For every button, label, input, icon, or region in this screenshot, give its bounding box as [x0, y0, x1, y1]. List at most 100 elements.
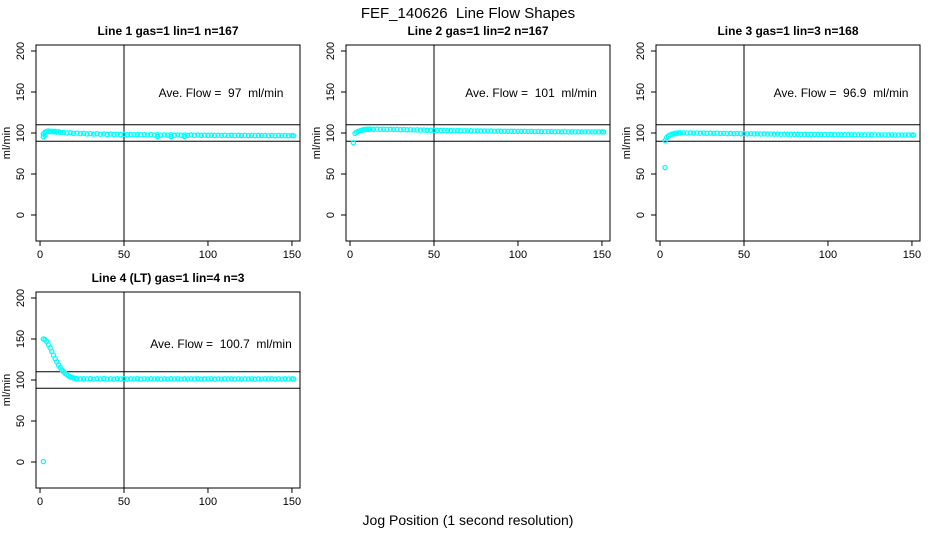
data-point — [67, 129, 74, 136]
data-point — [265, 376, 272, 382]
data-point — [77, 376, 84, 382]
y-tick-label: 100 — [15, 371, 27, 389]
data-point — [905, 132, 912, 138]
data-point — [282, 132, 288, 139]
data-point — [595, 129, 602, 135]
data-point — [811, 131, 818, 138]
data-point — [134, 376, 141, 382]
y-axis-label: ml/min — [1, 127, 13, 159]
y-axis-label: ml/min — [1, 374, 13, 406]
data-point — [290, 376, 297, 382]
data-point — [788, 131, 794, 137]
data-point — [238, 376, 245, 382]
x-tick-label: 0 — [347, 249, 353, 261]
data-point — [285, 376, 292, 382]
data-point — [374, 126, 380, 132]
data-point — [397, 126, 404, 133]
data-point — [582, 129, 588, 135]
plot-box — [345, 44, 611, 242]
data-point — [225, 132, 231, 139]
data-point — [248, 376, 255, 382]
data-point — [111, 131, 117, 138]
data-point — [124, 376, 131, 382]
data-point — [774, 131, 781, 137]
data-point — [687, 130, 694, 136]
data-point — [185, 376, 191, 382]
figure-title: FEF_140626 Line Flow Shapes — [360, 5, 576, 22]
data-point — [781, 131, 788, 137]
data-point — [835, 131, 841, 138]
data-point — [174, 376, 181, 382]
data-point — [768, 131, 774, 137]
data-point — [188, 376, 194, 382]
data-point — [424, 127, 431, 134]
data-point — [255, 132, 262, 139]
data-point — [724, 130, 730, 137]
data-point — [245, 376, 252, 382]
x-tick-label: 100 — [509, 249, 527, 261]
data-point — [80, 130, 87, 137]
data-point — [40, 458, 47, 465]
data-point — [831, 131, 838, 138]
plot-area-line-1: ml/min 0 50 100 150 0 50 100 150 200 — [1, 42, 301, 261]
data-point — [558, 129, 565, 135]
data-point — [878, 132, 885, 138]
y-tick-label: 0 — [15, 212, 27, 218]
data-point — [228, 132, 235, 139]
data-point — [272, 376, 278, 382]
x-tick-label: 0 — [37, 496, 43, 508]
y-tick-label: 50 — [325, 168, 337, 180]
data-point — [862, 132, 868, 138]
y-tick-label: 150 — [635, 83, 647, 101]
data-point — [218, 376, 225, 382]
data-point — [84, 131, 90, 137]
data-point — [662, 164, 668, 171]
data-point — [697, 130, 704, 136]
data-point — [778, 131, 784, 137]
data-point — [198, 132, 205, 139]
data-point — [801, 131, 808, 138]
y-tick-label: 0 — [15, 459, 27, 465]
data-point — [441, 127, 447, 134]
data-point — [548, 128, 555, 135]
data-point — [181, 376, 188, 382]
data-point — [208, 376, 215, 382]
y-tick-label: 0 — [325, 212, 337, 218]
data-point — [690, 130, 697, 136]
data-point — [148, 376, 154, 382]
x-tick-label: 150 — [903, 249, 921, 261]
data-point — [164, 376, 171, 382]
data-point — [731, 130, 737, 137]
data-point — [205, 376, 211, 382]
data-point — [154, 132, 161, 138]
y-axis-label: ml/min — [311, 127, 323, 159]
data-point — [191, 132, 198, 139]
data-point — [721, 130, 727, 137]
x-tick-label: 150 — [283, 249, 301, 261]
x-tick-label: 100 — [199, 496, 217, 508]
data-point — [377, 126, 384, 133]
data-point — [461, 127, 467, 134]
data-point — [434, 127, 441, 134]
y-tick-label: 50 — [635, 168, 647, 180]
data-point — [290, 132, 297, 139]
data-point — [784, 131, 791, 138]
data-point — [201, 132, 208, 138]
data-point — [407, 126, 414, 133]
y-tick-label: 200 — [325, 42, 337, 60]
x-tick-label: 50 — [118, 496, 130, 508]
data-point — [474, 128, 481, 134]
data-point — [899, 132, 905, 138]
data-point — [238, 132, 245, 139]
data-point — [57, 129, 63, 136]
data-point — [677, 130, 683, 136]
data-point — [117, 131, 124, 138]
x-tick-label: 0 — [37, 249, 43, 261]
data-point — [248, 132, 255, 139]
data-point — [222, 132, 228, 138]
data-point — [84, 376, 90, 382]
data-point — [427, 127, 434, 133]
data-point — [390, 126, 397, 133]
y-tick-label: 200 — [15, 289, 27, 307]
data-point — [711, 130, 717, 137]
